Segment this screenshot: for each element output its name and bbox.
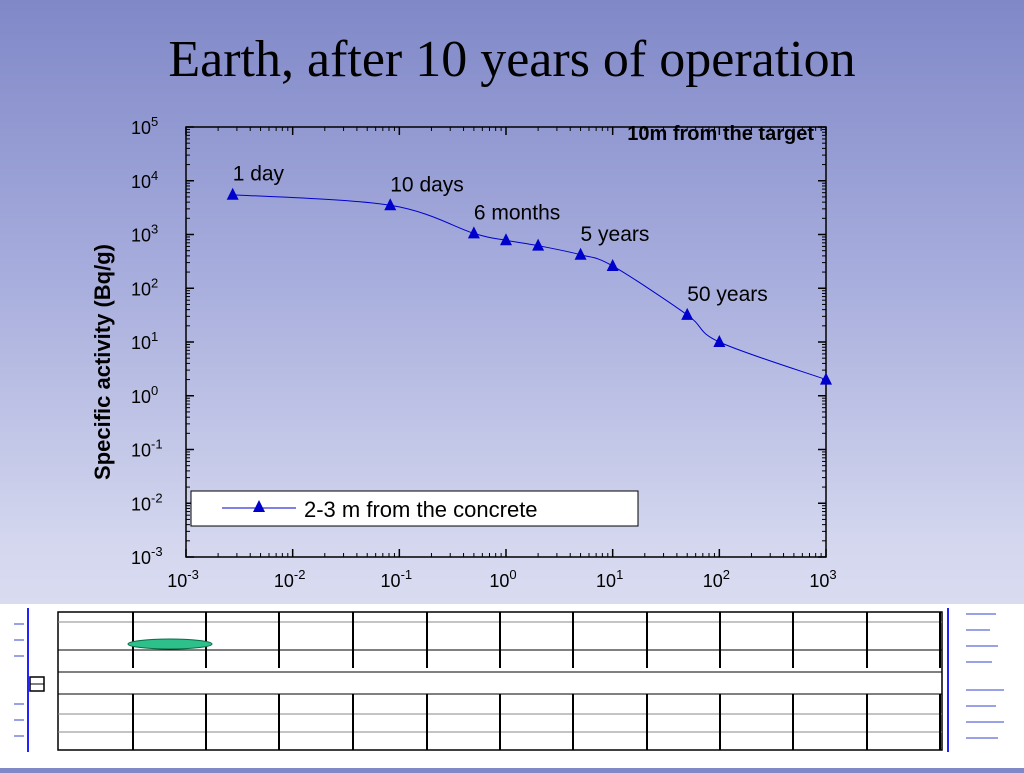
y-tick-label: 105: [131, 114, 158, 138]
data-point: [500, 233, 512, 246]
x-tick-label: 10-3: [167, 567, 199, 591]
point-annotation: 10 days: [390, 173, 464, 196]
y-tick-label: 10-3: [131, 544, 163, 568]
data-point: [467, 226, 480, 239]
legend: 2-3 m from the concrete: [190, 490, 639, 527]
y-tick-label: 101: [131, 329, 158, 353]
series-line: [232, 194, 826, 381]
legend-marker: [253, 500, 265, 512]
point-annotation: 5 years: [581, 223, 650, 246]
strip-graphic: [14, 608, 1004, 752]
embedded-ui-strip: [0, 604, 1024, 768]
y-tick-label: 103: [131, 222, 158, 246]
data-point: [713, 335, 726, 347]
y-tick-label: 100: [131, 383, 158, 407]
chart-title: 10m from the target: [627, 123, 814, 145]
data-point: [820, 372, 832, 385]
data-point: [574, 247, 587, 260]
point-annotation: 6 months: [474, 201, 560, 224]
y-tick-label: 10-1: [131, 437, 163, 461]
data-point: [681, 307, 694, 320]
data-point: [532, 238, 545, 251]
point-annotation: 1 day: [233, 163, 285, 186]
x-tick-label: 10-1: [381, 567, 413, 591]
legend-label: 2-3 m from the concrete: [304, 497, 538, 522]
y-axis-title: Specific activity (Bq/g): [90, 244, 115, 480]
y-tick-label: 10-2: [131, 490, 163, 514]
x-tick-label: 102: [703, 567, 730, 591]
y-tick-label: 104: [131, 168, 158, 192]
data-point: [384, 198, 397, 211]
data-point: [226, 187, 239, 200]
slide-title: Earth, after 10 years of operation: [168, 31, 856, 88]
data-point: [606, 258, 619, 271]
activity-chart: 10-3 10-2 10-1 100 101 102 103 105 104 103 102 101 1…: [90, 114, 837, 591]
x-tick-label: 101: [596, 567, 623, 591]
x-tick-label: 100: [489, 567, 516, 591]
green-ellipse: [127, 638, 213, 650]
x-tick-label: 103: [809, 567, 836, 591]
point-annotation: 50 years: [687, 283, 768, 306]
x-tick-label: 10-2: [274, 567, 306, 591]
y-tick-label: 102: [131, 275, 158, 299]
